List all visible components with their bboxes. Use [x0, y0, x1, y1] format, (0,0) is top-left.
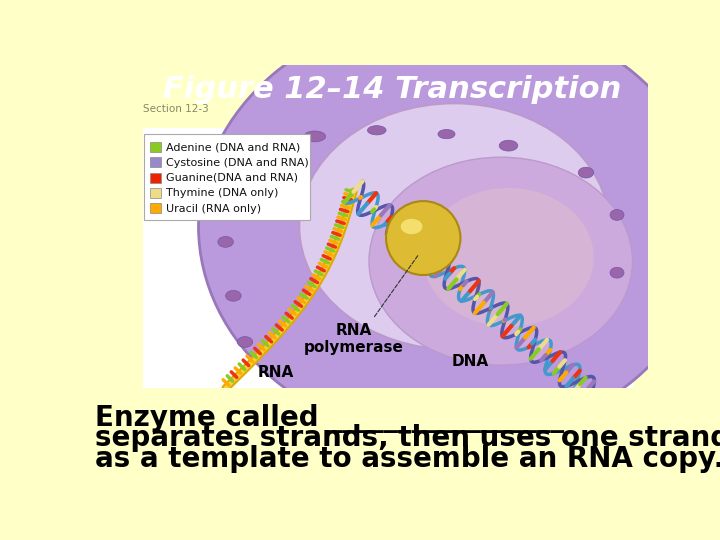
Text: Thymine (DNA only): Thymine (DNA only) [166, 188, 279, 198]
FancyBboxPatch shape [150, 188, 161, 198]
Text: Cystosine (DNA and RNA): Cystosine (DNA and RNA) [166, 158, 309, 167]
FancyBboxPatch shape [144, 134, 310, 220]
Ellipse shape [610, 210, 624, 220]
Text: RNA
polymerase: RNA polymerase [304, 323, 403, 355]
Text: as a template to assemble an RNA copy.: as a template to assemble an RNA copy. [94, 445, 720, 473]
FancyBboxPatch shape [90, 388, 648, 481]
Text: Figure 12–14 Transcription: Figure 12–14 Transcription [163, 75, 621, 104]
Text: separates strands, then uses one strand: separates strands, then uses one strand [94, 424, 720, 453]
FancyBboxPatch shape [150, 173, 161, 183]
Ellipse shape [238, 336, 253, 347]
Ellipse shape [438, 130, 455, 139]
Text: DNA: DNA [451, 354, 488, 369]
Text: Adenine (DNA and RNA): Adenine (DNA and RNA) [166, 142, 300, 152]
Ellipse shape [578, 167, 594, 178]
Text: Uracil (RNA only): Uracil (RNA only) [166, 204, 261, 214]
Ellipse shape [369, 157, 632, 365]
Ellipse shape [233, 186, 250, 197]
Ellipse shape [199, 11, 710, 442]
Ellipse shape [367, 126, 386, 135]
FancyBboxPatch shape [150, 142, 161, 152]
Text: Enzyme called _________________: Enzyme called _________________ [94, 403, 564, 433]
Ellipse shape [218, 237, 233, 247]
Circle shape [386, 201, 461, 275]
Text: Guanine(DNA and RNA): Guanine(DNA and RNA) [166, 173, 298, 183]
Ellipse shape [300, 103, 609, 350]
FancyBboxPatch shape [150, 157, 161, 167]
Ellipse shape [610, 267, 624, 278]
Text: RNA: RNA [258, 365, 294, 380]
Ellipse shape [225, 291, 241, 301]
FancyBboxPatch shape [150, 204, 161, 213]
FancyBboxPatch shape [143, 128, 632, 397]
Ellipse shape [499, 140, 518, 151]
Ellipse shape [423, 188, 594, 327]
Text: Section 12-3: Section 12-3 [143, 104, 209, 114]
Ellipse shape [304, 131, 325, 142]
Ellipse shape [401, 219, 423, 234]
